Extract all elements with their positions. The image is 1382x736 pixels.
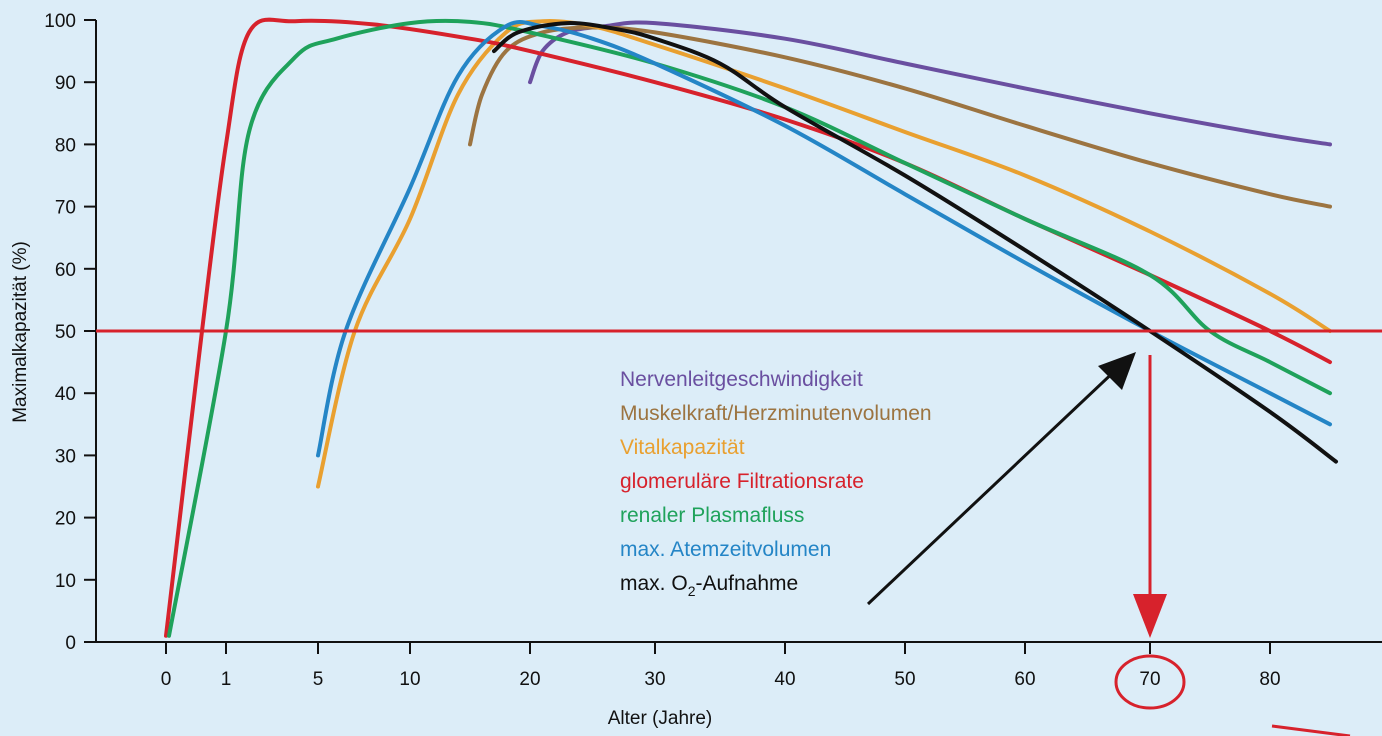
y-axis-title: Maximalkapazität (%) bbox=[10, 241, 31, 423]
axes: 0 10 20 30 40 50 60 70 80 90 100 0 1 5 10 20 30 40 50 60 70 8… bbox=[44, 11, 1382, 690]
x-axis-title: Alter (Jahre) bbox=[608, 708, 713, 729]
down-arrow-head bbox=[1133, 594, 1167, 638]
legend-item: Muskelkraft/Herzminutenvolumen bbox=[620, 402, 932, 425]
legend-item: Nervenleitgeschwindigkeit bbox=[620, 368, 863, 391]
x-tick-label: 40 bbox=[774, 669, 795, 690]
legend-item: glomeruläre Filtrationsrate bbox=[620, 470, 864, 493]
x-tick-label: 70 bbox=[1139, 669, 1160, 690]
y-tick-label: 70 bbox=[55, 198, 76, 219]
legend-label-subscript: 2 bbox=[688, 583, 696, 599]
x-tick-label: 20 bbox=[519, 669, 540, 690]
x-tick-label: 0 bbox=[161, 669, 172, 690]
y-tick-label: 80 bbox=[55, 135, 76, 156]
legend-item: max. O2-Aufnahme bbox=[620, 572, 798, 599]
y-tick-label: 20 bbox=[55, 509, 76, 530]
y-tick-label: 40 bbox=[55, 384, 76, 405]
series-line-muskelkraft-herzminutenvolumen bbox=[468, 25, 1332, 209]
series-line-max-o2-aufnahme bbox=[492, 21, 1338, 464]
series-line-renaler-plasmafluss bbox=[167, 18, 1332, 638]
legend-item: Vitalkapazität bbox=[620, 436, 745, 459]
reference-layer bbox=[96, 329, 1382, 736]
legend-label-prefix: max. O bbox=[620, 572, 688, 595]
y-tick-label: 60 bbox=[55, 260, 76, 281]
x-tick-label: 10 bbox=[399, 669, 420, 690]
series-line-vitalkapazität bbox=[316, 18, 1332, 489]
x-tick-label: 50 bbox=[894, 669, 915, 690]
x-tick-label: 1 bbox=[221, 669, 232, 690]
highlight-circle bbox=[1114, 654, 1186, 710]
y-tick-label: 50 bbox=[55, 322, 76, 343]
y-tick-label: 90 bbox=[55, 73, 76, 94]
y-tick-label: 100 bbox=[44, 11, 76, 32]
legend-label-suffix: -Aufnahme bbox=[695, 572, 798, 595]
y-tick-label: 30 bbox=[55, 446, 76, 467]
x-tick-label: 5 bbox=[313, 669, 324, 690]
x-tick-label: 80 bbox=[1259, 669, 1280, 690]
series-layer bbox=[164, 17, 1338, 638]
y-tick-label: 0 bbox=[65, 633, 76, 654]
series-line-nervenleitgeschwindigkeit bbox=[528, 20, 1332, 147]
legend: Nervenleitgeschwindigkeit Muskelkraft/Her… bbox=[620, 368, 932, 599]
y-tick-label: 10 bbox=[55, 571, 76, 592]
legend-item: renaler Plasmafluss bbox=[620, 504, 804, 527]
pointer-arrow-shaft bbox=[866, 364, 1122, 606]
pointer-arrow-head bbox=[1098, 352, 1136, 390]
legend-item: max. Atemzeitvolumen bbox=[620, 538, 831, 561]
x-tick-label: 30 bbox=[644, 669, 665, 690]
corner-arrow-fragment bbox=[1271, 724, 1351, 736]
x-tick-label: 60 bbox=[1014, 669, 1035, 690]
